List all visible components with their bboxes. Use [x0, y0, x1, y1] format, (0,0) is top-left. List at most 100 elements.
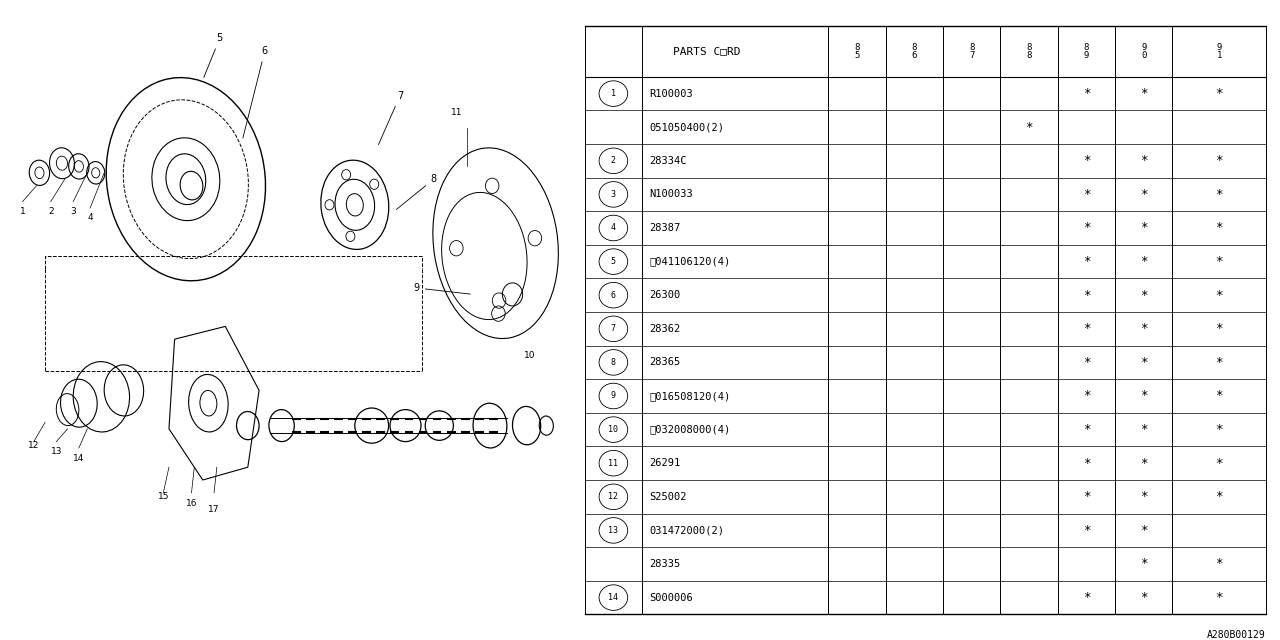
Text: Ⓜ041106120(4): Ⓜ041106120(4)	[649, 257, 731, 267]
Text: 11: 11	[608, 459, 618, 468]
Text: S000006: S000006	[649, 593, 692, 603]
Text: 8
5: 8 5	[855, 42, 860, 60]
Text: 8
6: 8 6	[911, 42, 916, 60]
Text: *: *	[1215, 390, 1222, 403]
Text: *: *	[1215, 289, 1222, 301]
Text: 13: 13	[608, 526, 618, 535]
Text: *: *	[1140, 423, 1148, 436]
Text: 8
7: 8 7	[969, 42, 974, 60]
Text: 9: 9	[413, 283, 470, 294]
Text: *: *	[1140, 457, 1148, 470]
Text: 8
8: 8 8	[1027, 42, 1032, 60]
Text: *: *	[1083, 423, 1091, 436]
Text: 28365: 28365	[649, 357, 681, 367]
Text: 10: 10	[608, 425, 618, 434]
Text: 15: 15	[157, 492, 169, 501]
Text: *: *	[1083, 255, 1091, 268]
Text: *: *	[1140, 188, 1148, 201]
Text: *: *	[1215, 591, 1222, 604]
Text: 5: 5	[204, 33, 223, 77]
Text: 12: 12	[28, 441, 40, 450]
Text: 6: 6	[243, 46, 268, 138]
Text: R100003: R100003	[649, 88, 692, 99]
Text: *: *	[1140, 154, 1148, 167]
Text: *: *	[1140, 323, 1148, 335]
Text: *: *	[1025, 121, 1033, 134]
Text: *: *	[1215, 87, 1222, 100]
Text: 14: 14	[73, 454, 84, 463]
Text: *: *	[1140, 390, 1148, 403]
Text: 051050400(2): 051050400(2)	[649, 122, 724, 132]
Text: *: *	[1140, 490, 1148, 503]
Text: 9
0: 9 0	[1142, 42, 1147, 60]
Text: 26291: 26291	[649, 458, 681, 468]
Text: *: *	[1215, 323, 1222, 335]
Text: 1: 1	[611, 89, 616, 98]
Text: 28387: 28387	[649, 223, 681, 233]
Text: 9: 9	[611, 392, 616, 401]
Text: *: *	[1140, 356, 1148, 369]
Text: 6: 6	[611, 291, 616, 300]
Text: *: *	[1083, 289, 1091, 301]
Text: *: *	[1140, 289, 1148, 301]
Text: *: *	[1140, 524, 1148, 537]
Text: 031472000(2): 031472000(2)	[649, 525, 724, 536]
Text: 7: 7	[611, 324, 616, 333]
Text: 8: 8	[397, 174, 436, 209]
Text: *: *	[1083, 154, 1091, 167]
Text: *: *	[1083, 87, 1091, 100]
Text: *: *	[1215, 557, 1222, 570]
Text: 5: 5	[611, 257, 616, 266]
Text: 1: 1	[19, 207, 26, 216]
Text: *: *	[1215, 490, 1222, 503]
Text: *: *	[1083, 591, 1091, 604]
Text: 7: 7	[379, 91, 403, 145]
Text: Ⓦ032008000(4): Ⓦ032008000(4)	[649, 424, 731, 435]
Text: *: *	[1215, 188, 1222, 201]
Text: 13: 13	[51, 447, 63, 456]
Text: *: *	[1083, 524, 1091, 537]
Text: Ⓑ016508120(4): Ⓑ016508120(4)	[649, 391, 731, 401]
Text: 4: 4	[87, 213, 93, 222]
Text: *: *	[1215, 457, 1222, 470]
Text: *: *	[1083, 490, 1091, 503]
Text: *: *	[1140, 87, 1148, 100]
Text: 12: 12	[608, 492, 618, 501]
Text: 11: 11	[451, 108, 462, 117]
Text: *: *	[1083, 188, 1091, 201]
Text: 10: 10	[524, 351, 535, 360]
Text: 26300: 26300	[649, 290, 681, 300]
Text: *: *	[1083, 356, 1091, 369]
Text: *: *	[1083, 390, 1091, 403]
Text: *: *	[1215, 255, 1222, 268]
Text: 3: 3	[611, 190, 616, 199]
Text: 2: 2	[47, 207, 54, 216]
Text: 28362: 28362	[649, 324, 681, 334]
Text: N100033: N100033	[649, 189, 692, 200]
Text: 16: 16	[186, 499, 197, 508]
Text: *: *	[1083, 457, 1091, 470]
Text: *: *	[1140, 221, 1148, 234]
Text: *: *	[1215, 356, 1222, 369]
Text: 3: 3	[70, 207, 76, 216]
Text: 8
9: 8 9	[1084, 42, 1089, 60]
Text: 2: 2	[611, 156, 616, 165]
Text: 9
1: 9 1	[1216, 42, 1221, 60]
Text: *: *	[1083, 221, 1091, 234]
Text: 4: 4	[611, 223, 616, 232]
Text: PARTS C□RD: PARTS C□RD	[673, 46, 740, 56]
Text: 14: 14	[608, 593, 618, 602]
Text: *: *	[1215, 154, 1222, 167]
Text: 28334C: 28334C	[649, 156, 686, 166]
Text: *: *	[1215, 423, 1222, 436]
Text: *: *	[1140, 255, 1148, 268]
Text: 17: 17	[209, 505, 220, 514]
Text: S25002: S25002	[649, 492, 686, 502]
Text: *: *	[1140, 591, 1148, 604]
Text: *: *	[1140, 557, 1148, 570]
Text: A280B00129: A280B00129	[1207, 630, 1266, 640]
Text: 8: 8	[611, 358, 616, 367]
Text: *: *	[1215, 221, 1222, 234]
Text: 28335: 28335	[649, 559, 681, 569]
Text: *: *	[1083, 323, 1091, 335]
